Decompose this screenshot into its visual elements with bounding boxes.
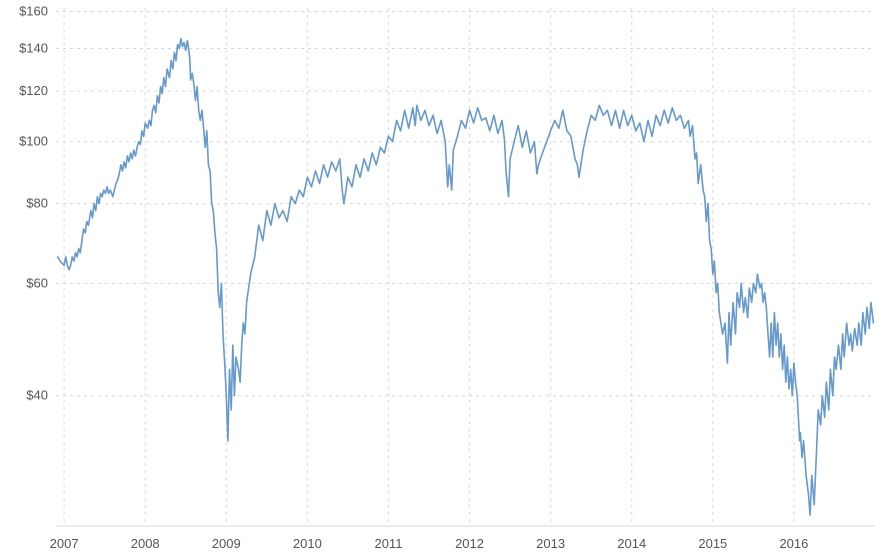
y-axis-label: $160 <box>19 3 48 18</box>
y-axis-label: $40 <box>26 388 48 403</box>
y-axis-label: $60 <box>26 275 48 290</box>
y-axis-label: $140 <box>19 40 48 55</box>
x-axis-label: 2014 <box>617 536 646 551</box>
x-axis-label: 2012 <box>455 536 484 551</box>
y-axis-label: $80 <box>26 196 48 211</box>
y-axis-label: $100 <box>19 134 48 149</box>
x-axis-label: 2013 <box>536 536 565 551</box>
x-axis-label: 2008 <box>131 536 160 551</box>
x-axis-label: 2016 <box>779 536 808 551</box>
price-line-chart: $40 $60 $80 $100 $120 $140 $160 2007 2008 2009 201… <box>0 0 888 560</box>
x-axis-label: 2010 <box>293 536 322 551</box>
y-axis-label: $120 <box>19 83 48 98</box>
x-axis-label: 2015 <box>698 536 727 551</box>
chart-svg: $40 $60 $80 $100 $120 $140 $160 2007 2008 2009 201… <box>0 0 888 560</box>
x-axis-label: 2007 <box>50 536 79 551</box>
x-axis-label: 2011 <box>374 536 402 551</box>
x-axis-label: 2009 <box>212 536 241 551</box>
